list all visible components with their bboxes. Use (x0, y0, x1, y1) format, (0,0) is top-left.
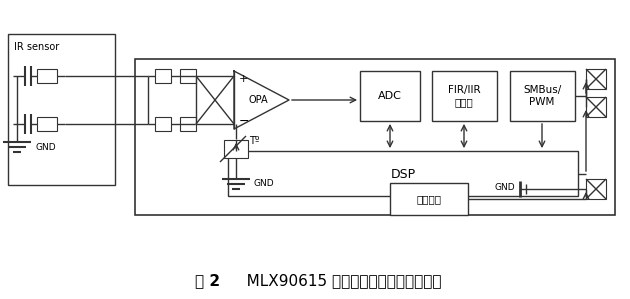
Text: IR sensor: IR sensor (14, 42, 59, 52)
Bar (586, 179, 606, 199)
Bar (228, 151, 578, 196)
Bar (360, 71, 420, 121)
Text: 图 2: 图 2 (195, 274, 220, 289)
Bar (586, 69, 606, 89)
Text: SMBus/
PWM: SMBus/ PWM (523, 85, 561, 107)
Bar (432, 71, 497, 121)
Text: 参考电压: 参考电压 (416, 194, 442, 204)
Bar (37, 69, 57, 83)
Text: FIR/IIR
滤波器: FIR/IIR 滤波器 (448, 85, 480, 107)
Text: Tº: Tº (249, 136, 260, 146)
Text: DSP: DSP (391, 167, 416, 181)
Bar (224, 140, 248, 158)
Text: GND: GND (35, 143, 55, 152)
Text: ADC: ADC (378, 91, 402, 101)
Bar (180, 117, 196, 131)
Text: GND: GND (254, 179, 275, 188)
Bar (135, 59, 615, 215)
Text: GND: GND (495, 182, 515, 191)
Text: +: + (239, 74, 248, 84)
Text: −: − (239, 115, 249, 127)
Text: OPA: OPA (249, 95, 268, 105)
Bar (586, 97, 606, 117)
Bar (8, 34, 115, 185)
Bar (180, 69, 196, 83)
Text: MLX90615 红外传感测温模块内部结构: MLX90615 红外传感测温模块内部结构 (232, 274, 442, 289)
Bar (390, 183, 468, 215)
Bar (37, 117, 57, 131)
Bar (510, 71, 575, 121)
Bar (155, 117, 171, 131)
Bar (155, 69, 171, 83)
